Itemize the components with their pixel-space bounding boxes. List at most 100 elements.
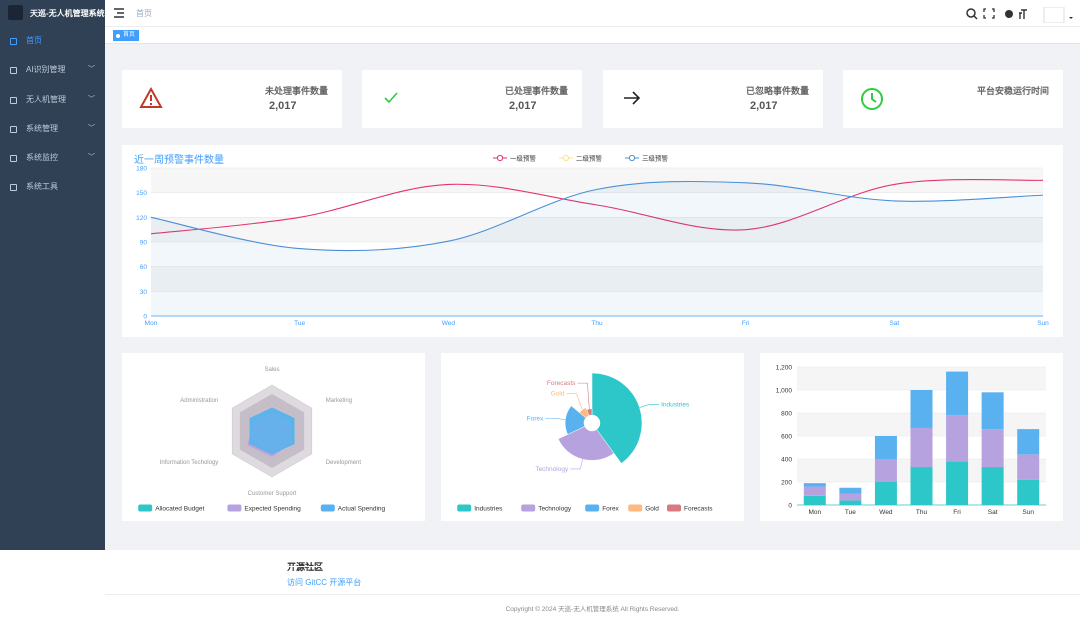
slice-label: Industries <box>661 401 690 408</box>
y-tick-label: 600 <box>781 434 792 441</box>
stat-label: 已处理事件数量 <box>505 84 568 97</box>
menu-label: 系统工具 <box>26 182 58 191</box>
menu-icon <box>10 38 17 45</box>
pie-slice <box>579 407 590 419</box>
bar-segment <box>946 461 969 505</box>
stat-card: 已忽略事件数量 2,017 <box>603 70 823 128</box>
stat-label: 已忽略事件数量 <box>746 84 809 97</box>
split-area <box>797 367 1046 390</box>
legend-label: 三级预警 <box>642 154 669 163</box>
x-tick-label: Fri <box>953 509 961 516</box>
bar-segment <box>803 483 826 487</box>
x-tick-label: Sat <box>889 320 899 327</box>
bar-segment <box>981 467 1004 505</box>
hamburger[interactable] <box>114 8 124 18</box>
series-line <box>150 179 1044 235</box>
bar-segment <box>981 392 1004 430</box>
header: 首页 <box>105 0 1080 27</box>
legend-label: Expected Spending <box>244 506 301 513</box>
y-tick-label: 0 <box>788 503 792 510</box>
bar-chart: 0 200 400 600 800 1,000 1,200 Mon Tue Wed Thu Fri Sa… <box>760 353 1063 521</box>
bar-segment <box>874 459 897 482</box>
menu-icon <box>10 97 17 104</box>
line-chart: 近一周预警事件数量 0 30 60 90 120 150 180 Mon Tue Wed Thu Fri… <box>122 145 1063 337</box>
menu-icon <box>10 126 17 133</box>
legend-swatch <box>667 504 681 512</box>
bar-segment <box>839 493 862 501</box>
bar-segment <box>946 415 969 462</box>
bar-segment <box>1017 429 1040 455</box>
copyright: Copyright © 2024 天巡-无人机管理系统 All Rights R… <box>505 606 680 613</box>
menu-label: 首页 <box>26 36 42 45</box>
series-area <box>151 181 1043 316</box>
menu-icon <box>10 184 17 191</box>
bar-segment <box>839 500 862 505</box>
bar-segment <box>839 487 862 494</box>
y-tick-label: 60 <box>140 264 148 271</box>
menu-item[interactable]: 系统监控 ﹀ <box>0 144 105 172</box>
x-tick-label: Wed <box>879 509 893 516</box>
label-line <box>566 393 583 410</box>
app-title: 天巡-无人机管理系统 <box>30 9 105 18</box>
indicator-label: Marketing <box>326 398 352 404</box>
label-line <box>577 382 590 409</box>
stat-card: 平台安稳运行时间 <box>843 70 1063 128</box>
y-tick-label: 150 <box>136 190 147 197</box>
y-tick-label: 30 <box>140 289 148 296</box>
radar-chart: Sales Marketing Development Customer Suppor… <box>122 353 425 521</box>
legend-label: Technology <box>538 506 572 513</box>
legend-symbol <box>628 154 636 162</box>
x-tick-label: Wed <box>442 320 456 327</box>
x-tick-label: Mon <box>808 509 821 516</box>
x-tick-label: Tue <box>845 509 856 516</box>
bar-segment <box>1017 479 1040 505</box>
label-line <box>639 404 660 408</box>
footer-link[interactable]: 访问 GitCC 开源平台 <box>287 578 362 587</box>
footer: 开源社区 访问 GitCC 开源平台 Copyright © 2024 天巡-无… <box>105 550 1080 617</box>
stat-label: 平台安稳运行时间 <box>977 84 1049 97</box>
x-tick-label: Sun <box>1037 320 1049 327</box>
menu-item[interactable]: 系统工具 <box>0 173 105 201</box>
menu-item[interactable]: 无人机管理 ﹀ <box>0 86 105 114</box>
slice-label: Forecasts <box>547 380 576 387</box>
logo <box>8 5 23 20</box>
x-tick-label: Fri <box>742 320 750 327</box>
indicator-label: Administration <box>180 398 218 404</box>
arrow-icon <box>624 91 641 105</box>
chart-title: 近一周预警事件数量 <box>134 153 224 166</box>
pie-slice <box>591 372 643 464</box>
y-tick-label: 1,200 <box>776 365 793 372</box>
menu-item[interactable]: AI识别管理 ﹀ <box>0 56 105 84</box>
bar-segment <box>910 427 933 468</box>
sidebar: 天巡-无人机管理系统 首页 AI识别管理 ﹀ 无人机管理 ﹀ 系统管理 ﹀ 系统监控 ﹀… <box>0 0 105 550</box>
tag[interactable]: 首页 <box>113 30 140 41</box>
stat-label: 未处理事件数量 <box>265 84 328 97</box>
pie-slice <box>586 408 593 416</box>
series-line <box>150 180 1044 252</box>
label-line <box>545 418 566 420</box>
menu-icon <box>10 155 17 162</box>
stat-label-text: 已忽略事件数量 <box>745 86 809 96</box>
menu-item[interactable]: 首页 <box>0 27 105 55</box>
legend-label: 一级预警 <box>510 154 537 163</box>
indicator-label: Customer Support <box>248 491 297 497</box>
split-area <box>151 168 1043 193</box>
x-tick-label: Tue <box>294 320 305 327</box>
spacer <box>105 566 1080 567</box>
divider <box>105 594 1080 595</box>
check-icon <box>384 92 398 104</box>
label-line <box>570 459 583 470</box>
slice-label: Technology <box>535 466 569 473</box>
split-area <box>151 217 1043 242</box>
indicator-label: Sales <box>264 367 279 373</box>
bar-segment <box>803 486 826 496</box>
menu-item[interactable]: 系统管理 ﹀ <box>0 115 105 143</box>
breadcrumb[interactable]: 首页 <box>136 9 152 18</box>
pie-slice <box>564 405 587 435</box>
slice-label: Gold <box>551 391 565 398</box>
y-tick-label: 120 <box>136 215 147 222</box>
legend-label: Forecasts <box>684 506 713 513</box>
legend-swatch <box>320 504 335 512</box>
toolbar[interactable] <box>965 7 1075 23</box>
